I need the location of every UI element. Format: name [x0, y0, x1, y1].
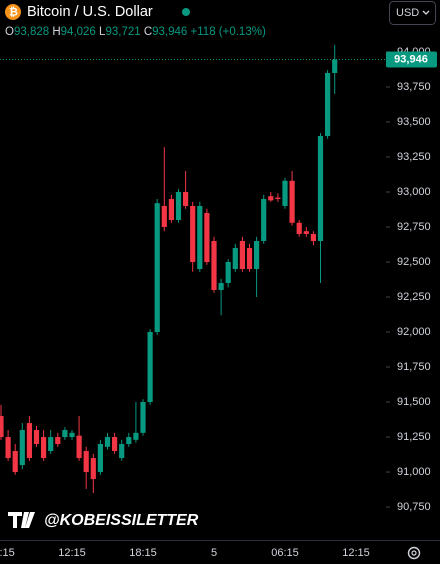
candle-body: [48, 437, 54, 452]
settings-icon[interactable]: [407, 546, 421, 560]
ohlc-value: 93,721: [105, 26, 140, 38]
x-tick-label: 5: [211, 547, 217, 559]
candle-body: [90, 458, 96, 480]
ohlc-key: O: [5, 26, 14, 38]
candle-body: [0, 416, 4, 438]
y-tick-label: 91,750: [397, 361, 431, 373]
candle-body: [204, 212, 210, 262]
watermark-text: @KOBEISSILETTER: [44, 512, 199, 529]
candle-body: [168, 198, 174, 220]
y-tick-label: 90,750: [397, 501, 431, 513]
candle-body: [232, 247, 238, 269]
y-tick-label: 91,000: [397, 466, 431, 478]
x-tick-label: 12:15: [0, 547, 15, 559]
candle-body: [246, 247, 253, 269]
candle-body: [126, 437, 132, 445]
y-tick-label: 93,750: [397, 81, 431, 93]
x-tick-label: 12:15: [58, 547, 86, 559]
candle-body: [303, 231, 309, 234]
candle-body: [133, 432, 139, 440]
y-tick-label: 92,750: [397, 221, 431, 233]
symbol-title: Bitcoin / U.S. Dollar: [27, 4, 153, 20]
watermark: @KOBEISSILETTER: [8, 512, 199, 529]
candle-body: [275, 197, 281, 199]
candle-body: [5, 437, 11, 459]
last-price-box: [386, 51, 437, 68]
candle-body: [218, 283, 224, 291]
y-tick-label: 92,500: [397, 256, 431, 268]
settings-gear[interactable]: [407, 546, 421, 560]
x-tick-label: 18:15: [129, 547, 157, 559]
currency-button[interactable]: [389, 1, 436, 25]
candle-body: [310, 233, 316, 241]
coin-icon-glyph: ₿: [9, 6, 18, 18]
candle-body: [55, 437, 61, 445]
coin-icon: [5, 4, 21, 20]
ohlc-key: L: [99, 26, 106, 38]
ohlc-row: O93,828 H94,026 L93,721 C93,946 +118 (+0…: [5, 26, 266, 38]
ohlc-value: 93,946: [152, 26, 187, 38]
y-tick-label: 92,000: [397, 326, 431, 338]
candle-body: [19, 430, 25, 466]
candle-body: [268, 196, 274, 201]
currency-label[interactable]: USD: [396, 7, 419, 19]
candle-body: [289, 180, 295, 223]
candle-body: [147, 332, 153, 403]
candle-body: [183, 191, 189, 206]
last-price-label: 93,946: [394, 53, 428, 65]
candle-body: [239, 240, 245, 269]
ohlc-change: +118 (+0.13%): [191, 26, 266, 38]
candle-body: [112, 437, 118, 452]
candle-body: [62, 430, 68, 438]
candle-body: [197, 205, 203, 269]
candle-body: [119, 444, 125, 459]
candle-body: [104, 437, 111, 447]
candle-body: [325, 72, 331, 136]
candle-body: [154, 203, 160, 333]
y-tick-label: 93,250: [397, 151, 431, 163]
candle-body: [332, 59, 338, 73]
ohlc-value: 93,828: [14, 26, 49, 38]
dropdown-chevron[interactable]: [422, 10, 430, 15]
y-tick-label: 91,250: [397, 431, 431, 443]
candle-body: [41, 437, 47, 459]
candle-body: [161, 205, 167, 227]
candle-body: [317, 135, 324, 241]
candle-body: [175, 191, 182, 220]
y-tick-label: 93,500: [397, 116, 431, 128]
y-tick-label: 92,250: [397, 291, 431, 303]
candle-body: [76, 435, 82, 459]
settings-gear-hub[interactable]: [411, 550, 417, 556]
market-status: [182, 8, 190, 16]
plot-area: [0, 44, 338, 494]
x-tick-label: 06:15: [271, 547, 299, 559]
candle-body: [69, 432, 75, 438]
tv-logo: [8, 512, 35, 528]
candle-body: [33, 430, 40, 445]
candle-body: [12, 451, 18, 473]
candle-body: [282, 180, 288, 206]
x-tick-label: 12:15: [342, 547, 370, 559]
candle-body: [140, 402, 146, 433]
candle-body: [190, 205, 196, 262]
candle-body: [211, 240, 217, 291]
candle-body: [83, 451, 89, 473]
candle-body: [26, 423, 32, 459]
ohlc-key: C: [144, 26, 152, 38]
candle-body: [261, 198, 267, 241]
candle-body: [97, 444, 103, 473]
y-tick-label: 93,000: [397, 186, 431, 198]
candle-body: [225, 261, 231, 284]
ohlc-value: 94,026: [61, 26, 96, 38]
candle-body: [296, 222, 302, 234]
candle-body: [254, 240, 260, 269]
ohlc-key: H: [52, 26, 60, 38]
y-tick-label: 91,500: [397, 396, 431, 408]
